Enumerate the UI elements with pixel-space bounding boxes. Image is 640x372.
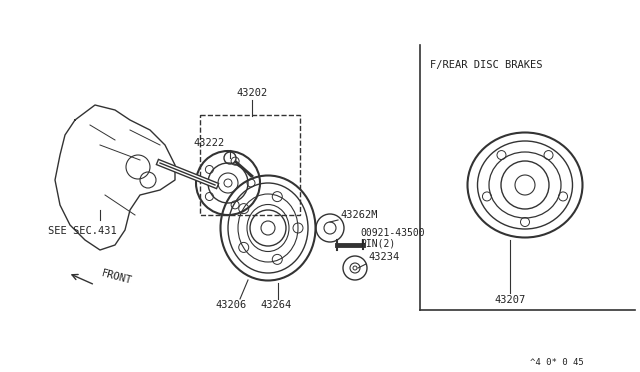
Text: 00921-43500: 00921-43500: [360, 228, 424, 238]
Text: 43222: 43222: [193, 138, 224, 148]
Text: ^4 0* 0 45: ^4 0* 0 45: [530, 358, 584, 367]
Text: F/REAR DISC BRAKES: F/REAR DISC BRAKES: [430, 60, 543, 70]
Text: 43207: 43207: [494, 295, 525, 305]
Text: 43206: 43206: [215, 300, 246, 310]
Text: 43234: 43234: [368, 252, 399, 262]
Bar: [200, 115, 300, 215]
Text: 43264: 43264: [260, 300, 291, 310]
Text: SEE SEC.431: SEE SEC.431: [48, 226, 116, 236]
Text: 43202: 43202: [236, 88, 268, 98]
Text: 43262M: 43262M: [340, 210, 378, 220]
Text: FRONT: FRONT: [100, 268, 132, 286]
Text: PIN(2): PIN(2): [360, 238, 396, 248]
